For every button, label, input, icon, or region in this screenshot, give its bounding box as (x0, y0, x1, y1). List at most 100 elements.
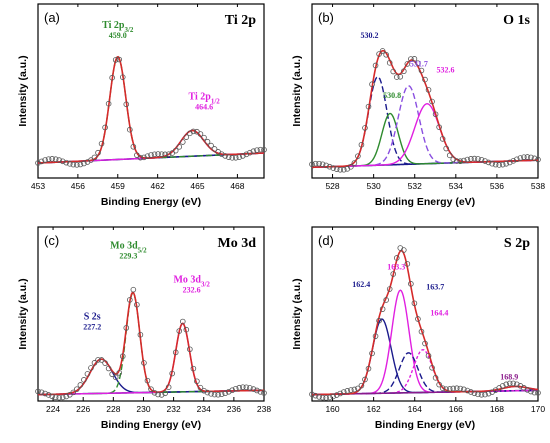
raw-data-point (208, 391, 214, 397)
raw-data-point (261, 390, 267, 396)
raw-data-point (482, 158, 488, 164)
raw-data-point (340, 166, 347, 173)
raw-data-point (528, 154, 534, 161)
raw-data-point (436, 124, 442, 130)
component-peak (37, 322, 265, 396)
raw-data-point (162, 151, 168, 158)
raw-data-point (453, 158, 460, 164)
raw-data-point (418, 328, 425, 335)
raw-data-point (535, 156, 541, 163)
x-tick-label: 234 (197, 404, 211, 414)
raw-data-point (415, 60, 421, 66)
raw-data-point (56, 157, 62, 163)
raw-data-point (183, 134, 190, 140)
peak-value: 459.0 (109, 31, 127, 40)
raw-data-point (215, 391, 221, 398)
raw-data-point (194, 378, 200, 385)
raw-data-point (49, 156, 55, 162)
raw-data-point (38, 389, 45, 396)
component-peak (311, 75, 539, 168)
element-label: O 1s (503, 13, 530, 28)
raw-data-point (499, 383, 506, 389)
raw-data-point (485, 390, 492, 397)
raw-data-point (411, 56, 418, 62)
envelope-fit (37, 291, 265, 396)
raw-data-point (95, 149, 101, 156)
raw-data-point (422, 76, 428, 83)
raw-data-point (429, 98, 435, 105)
raw-data-point (323, 395, 329, 401)
raw-data-point (355, 385, 361, 392)
peak-annotation: 531.7 (410, 60, 428, 69)
raw-data-point (211, 146, 218, 152)
peak-value: 229.3 (119, 251, 137, 260)
raw-data-point (369, 81, 375, 88)
x-tick-label: 453 (31, 181, 45, 191)
raw-data-point (485, 159, 492, 166)
raw-data-point (109, 371, 115, 378)
raw-data-point (365, 365, 372, 372)
raw-data-point (148, 386, 154, 392)
raw-data-point (144, 377, 151, 384)
raw-data-point (326, 394, 333, 401)
raw-data-point (236, 154, 243, 160)
raw-data-point (137, 154, 144, 161)
raw-data-point (446, 386, 453, 392)
raw-data-point (95, 357, 101, 363)
element-label: S 2p (504, 236, 530, 251)
component-peak (311, 103, 539, 168)
raw-data-point (155, 151, 161, 157)
x-tick-label: 166 (449, 404, 463, 414)
element-label: Ti 2p (225, 13, 256, 28)
chart-panel-b: 528 530 532 534 536 538 Binding Energy (eV) Int… (291, 3, 545, 208)
raw-data-point (119, 74, 126, 80)
raw-data-point (383, 51, 389, 58)
x-axis-label: Binding Energy (eV) (101, 196, 201, 208)
raw-data-point (35, 160, 41, 166)
raw-data-point (478, 156, 485, 163)
raw-data-point (468, 156, 474, 162)
raw-data-point (91, 154, 98, 161)
raw-data-point (379, 48, 386, 54)
raw-data-point (88, 157, 94, 163)
raw-data-point (179, 318, 186, 325)
raw-data-point (59, 158, 66, 165)
raw-data-point (408, 56, 414, 62)
raw-data-point (439, 136, 446, 142)
raw-data-point (158, 151, 165, 157)
raw-data-point (330, 165, 336, 171)
raw-data-point (531, 155, 538, 162)
raw-data-point (337, 390, 344, 397)
raw-data-point (390, 271, 397, 277)
raw-data-point (116, 56, 123, 63)
raw-data-point (247, 149, 253, 156)
raw-data-point (457, 158, 464, 165)
raw-data-point (127, 126, 133, 133)
raw-data-point (496, 162, 502, 168)
raw-data-point (112, 374, 119, 381)
raw-data-point (323, 162, 329, 169)
raw-data-point (506, 380, 513, 387)
raw-data-point (450, 385, 457, 392)
raw-data-point (510, 158, 517, 164)
raw-data-point (141, 154, 147, 161)
raw-data-point (222, 390, 228, 397)
peak-annotation: 530.8 (383, 91, 401, 100)
x-tick-label: 230 (136, 404, 150, 414)
raw-data-point (204, 389, 211, 396)
raw-data-point (183, 326, 190, 333)
raw-data-point (510, 380, 517, 387)
raw-data-point (197, 131, 204, 137)
raw-data-point (411, 300, 418, 307)
raw-data-point (236, 384, 243, 391)
raw-data-point (312, 392, 319, 399)
raw-data-point (464, 387, 471, 394)
raw-data-point (243, 151, 250, 158)
raw-data-point (225, 388, 232, 395)
raw-data-point (415, 316, 421, 322)
raw-data-point (261, 146, 267, 153)
raw-data-point (42, 157, 48, 163)
raw-data-point (105, 365, 112, 372)
raw-data-point (348, 387, 354, 393)
raw-data-point (514, 381, 520, 388)
